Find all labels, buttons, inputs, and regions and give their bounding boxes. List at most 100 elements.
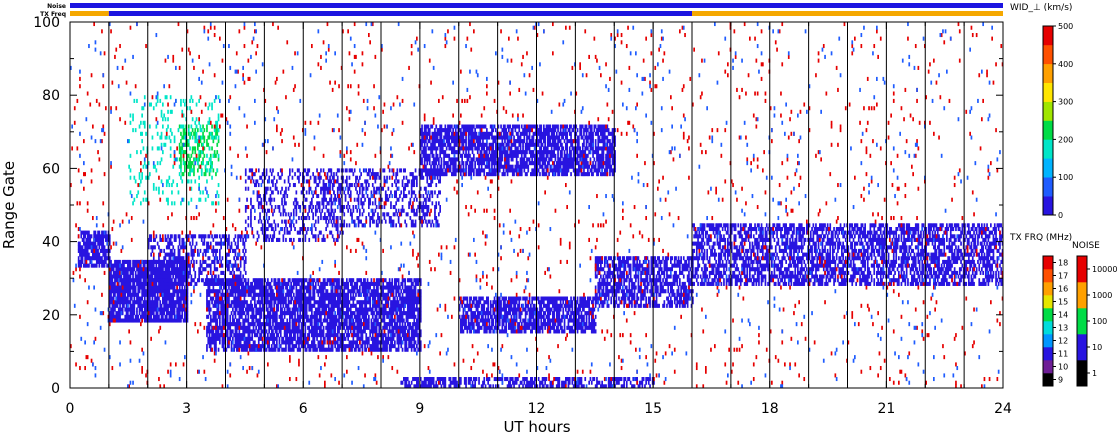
heatmap-cell <box>84 234 86 239</box>
heatmap-cell <box>349 340 352 345</box>
heatmap-cell <box>173 314 176 319</box>
heatmap-cell <box>120 285 123 290</box>
heatmap-cell <box>117 274 120 279</box>
heatmap-cell <box>180 318 182 323</box>
heatmap-cell <box>230 278 233 283</box>
heatmap-cell <box>399 223 401 228</box>
heatmap-cell <box>149 267 151 272</box>
heatmap-cell <box>268 237 270 242</box>
heatmap-cell <box>331 292 334 297</box>
heatmap-cell <box>410 307 413 312</box>
heatmap-cell <box>222 241 225 246</box>
heatmap-cell <box>133 263 136 268</box>
heatmap-cell <box>338 183 340 188</box>
heatmap-cell <box>252 278 255 283</box>
heatmap-cell <box>329 329 331 334</box>
heatmap-cell <box>117 259 120 264</box>
heatmap-cell <box>260 322 263 327</box>
heatmap-cell <box>173 259 176 264</box>
heatmap-cell <box>123 281 125 286</box>
heatmap-cell <box>308 208 311 213</box>
heatmap-cell <box>114 300 116 305</box>
heatmap-cell <box>304 336 307 341</box>
heatmap-cell <box>162 278 164 283</box>
heatmap-cell <box>365 307 368 312</box>
heatmap-cell <box>219 340 221 345</box>
heatmap-cell <box>325 197 327 202</box>
heatmap-cell <box>239 300 242 305</box>
heatmap-cell <box>292 347 295 352</box>
heatmap-cell <box>219 234 221 239</box>
heatmap-cell <box>342 223 344 228</box>
heatmap-cell <box>173 285 176 290</box>
heatmap-cell <box>213 289 216 294</box>
heatmap-cell <box>381 340 383 345</box>
heatmap-cell <box>335 227 338 232</box>
heatmap-cell <box>119 278 121 283</box>
heatmap-cell <box>352 303 355 308</box>
heatmap-cell <box>408 201 410 206</box>
heatmap-cell <box>265 168 268 173</box>
heatmap-cell <box>296 340 299 345</box>
heatmap-cell <box>359 300 361 305</box>
heatmap-cell <box>152 267 155 272</box>
heatmap-cell <box>125 318 128 323</box>
heatmap-cell <box>217 336 220 341</box>
heatmap-cell <box>417 307 419 312</box>
heatmap-cell <box>390 307 392 312</box>
heatmap-cell <box>352 285 355 290</box>
heatmap-cell <box>321 237 324 242</box>
heatmap-cell <box>334 300 336 305</box>
heatmap-cell <box>143 292 146 297</box>
heatmap-cell <box>283 322 286 327</box>
heatmap-cell <box>250 289 252 294</box>
heatmap-cell <box>408 289 410 294</box>
heatmap-cell <box>401 333 404 338</box>
heatmap-cell <box>140 303 142 308</box>
heatmap-cell <box>395 175 397 180</box>
heatmap-cell <box>438 179 440 184</box>
heatmap-cell <box>255 307 257 312</box>
heatmap-cell <box>238 344 241 349</box>
heatmap-cell <box>255 314 257 319</box>
heatmap-cell <box>279 296 282 301</box>
heatmap-cell <box>143 263 146 268</box>
heatmap-cell <box>242 292 244 297</box>
heatmap-cell <box>186 314 189 319</box>
heatmap-cell <box>132 300 134 305</box>
heatmap-cell <box>356 307 359 312</box>
heatmap-cell <box>230 347 233 352</box>
heatmap-cell <box>127 318 129 323</box>
heatmap-cell <box>257 318 260 323</box>
heatmap-cell <box>419 296 422 301</box>
heatmap-cell <box>355 347 357 352</box>
heatmap-cell <box>155 278 158 283</box>
heatmap-cell <box>370 322 373 327</box>
heatmap-cell <box>159 285 162 290</box>
heatmap-cell <box>336 318 339 323</box>
heatmap-cell <box>269 281 272 286</box>
heatmap-cell <box>313 333 316 338</box>
heatmap-cell <box>130 314 133 319</box>
heatmap-cell <box>346 278 348 283</box>
heatmap-cell <box>320 289 322 294</box>
heatmap-cell <box>186 289 189 294</box>
heatmap-cell <box>235 307 238 312</box>
heatmap-cell <box>381 307 383 312</box>
heatmap-cell <box>133 278 136 283</box>
heatmap-cell <box>226 344 229 349</box>
heatmap-cell <box>313 300 316 305</box>
heatmap-cell <box>295 205 298 210</box>
heatmap-cell <box>336 168 339 173</box>
heatmap-cell <box>304 322 307 327</box>
heatmap-cell <box>112 307 115 312</box>
heatmap-cell <box>344 311 347 316</box>
heatmap-cell <box>211 329 213 334</box>
heatmap-cell <box>374 172 377 177</box>
heatmap-cell <box>119 311 121 316</box>
heatmap-cell <box>339 285 342 290</box>
heatmap-cell <box>322 216 325 221</box>
heatmap-cell <box>130 318 133 323</box>
heatmap-cell <box>286 285 289 290</box>
heatmap-cell <box>272 314 274 319</box>
